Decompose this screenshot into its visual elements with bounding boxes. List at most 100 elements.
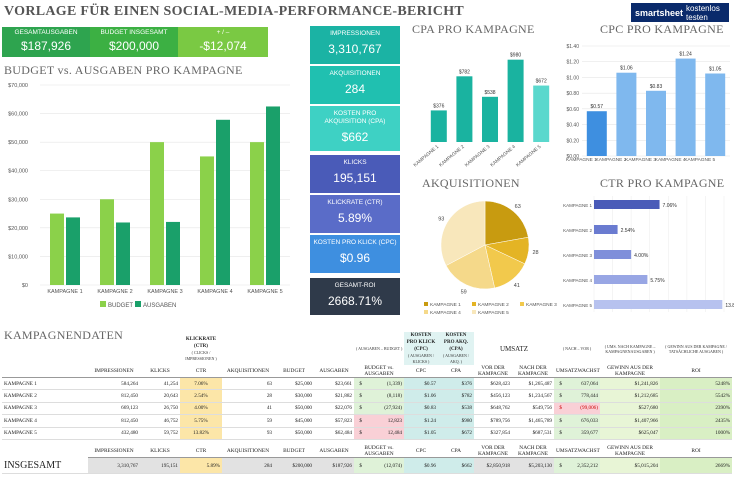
x-tick-label: KAMPAGNE 5 [684, 157, 715, 163]
table-cell: 63 [222, 377, 274, 391]
x-tick-label: KAMPAGNE 1 [47, 289, 82, 295]
table-cell: 432,480 [88, 427, 140, 440]
bar [533, 85, 550, 142]
table-cell: 12,823 [364, 414, 404, 428]
table-cell: $648,762 [474, 402, 512, 416]
total-cell: 195,151 [140, 457, 180, 475]
cpa-chart: $376 KAMPAGNE 1 $782 KAMPAGNE 2 $538 KAMPAGNE… [413, 53, 550, 169]
x-tick-label: KAMPAGNE 1 [413, 144, 441, 169]
total-cell: $5,203,130 [512, 457, 555, 475]
column-header: IMPRESSIONEN [88, 365, 140, 378]
table-cell: 637,064 [564, 377, 601, 391]
tile-label: KOSTEN PRO AKQUISITION (CPA) [324, 110, 386, 125]
table-cell: 2390% [660, 402, 733, 416]
column-header: BUDGET [274, 445, 314, 459]
table-cell: (1,339) [364, 377, 404, 391]
tile-value: 284 [344, 82, 366, 96]
table-cell: 778,444 [564, 389, 601, 403]
legend-label: KAMPAGNE 5 [478, 310, 509, 316]
x-tick-label: KAMPAGNE 2 [438, 144, 466, 169]
bar [646, 90, 666, 156]
kpi-label: BUDGET INSGESAMT [100, 29, 168, 36]
table-cell: $1.06 [404, 389, 438, 403]
table-cell: $22,076 [314, 402, 354, 416]
table-cell: 5542% [660, 389, 733, 403]
bar [675, 58, 696, 156]
kpi-card: GESAMTAUSGABEN $187,926 [2, 27, 90, 57]
bar-budget [250, 142, 264, 285]
smartsheet-logo[interactable]: smartsheet kostenlos testen [631, 3, 729, 22]
table-cell: 812,450 [88, 414, 140, 428]
x-tick-label: KAMPAGNE 1 [566, 157, 597, 163]
column-header: KLICKS [140, 445, 180, 459]
bar-ausgaben [166, 221, 180, 285]
legend-swatch [135, 301, 141, 307]
campaign-table-wrap: KLICKRATE (CTR)( CLICKS / IMPRESSIONEN )… [2, 332, 733, 475]
table-cell: $782 [438, 389, 474, 403]
data-label: $1.05 [709, 67, 722, 73]
table-cell: $0.57 [404, 377, 438, 391]
y-tick-label: $0 [22, 283, 28, 289]
y-tick-label: $50,000 [8, 140, 28, 146]
ctr-chart: KAMPAGNE 1 7.06% KAMPAGNE 2 2.54% KAMPAGNE 3… [563, 196, 734, 312]
table-cell: $1,407,966 [600, 414, 661, 428]
bar [594, 300, 723, 309]
total-cell: 5.89% [180, 457, 222, 475]
total-header-row: IMPRESSIONEN KLICKS CTR AKQUISITIONEN BUDGET… [2, 445, 733, 459]
cpa-chart-title: CPA PRO KAMPAGNE [412, 22, 535, 36]
column-header: BUDGET vs. AUSGABEN [354, 445, 404, 459]
table-cell: $0.83 [404, 402, 438, 416]
table-cell: $1.05 [404, 427, 438, 440]
bar-budget [150, 142, 164, 285]
blank-cell [2, 445, 88, 458]
column-header: AUSGABEN [314, 365, 354, 378]
tile-label: KLICKRATE (CTR) [327, 199, 383, 206]
kpi-label: + / – [216, 29, 230, 36]
metric-tile: KOSTEN PRO AKQUISITION (CPA) $662 [310, 106, 400, 151]
table-row: KAMPAGNE 2 812,450 20,643 2.54% 28 $30,000 $21… [2, 389, 733, 403]
tile-value: 3,310,767 [328, 42, 382, 56]
y-tick-label: $0.60 [566, 107, 579, 113]
budget-chart-title: BUDGET vs. AUSGABEN PRO KAMPAGNE [4, 63, 243, 77]
x-tick-label: KAMPAGNE 3 [464, 144, 492, 169]
table-cell: 812,450 [88, 389, 140, 403]
umsatz-header: UMSATZ [500, 344, 529, 353]
budget-note: ( AUSGABEN – BUDGET ) [356, 346, 403, 351]
data-label: $980 [510, 53, 521, 59]
legend-label: AUSGABEN [143, 303, 176, 309]
x-tick-label: KAMPAGNE 2 [596, 157, 627, 163]
column-header: GEWINN AUS DER KAMPAGNE [600, 365, 661, 378]
y-tick-label: KAMPAGNE 4 [563, 278, 592, 283]
table-cell: $45,000 [274, 414, 314, 428]
total-cell: (12,074) [364, 457, 404, 475]
cpc-chart-title: CPC PRO KAMPAGNE [600, 22, 724, 36]
bar-ausgaben [216, 119, 230, 285]
table-cell: 359,677 [564, 427, 601, 440]
y-tick-label: $1.00 [566, 75, 579, 81]
data-label: 7.06% [663, 203, 678, 209]
column-header: BUDGET [274, 365, 314, 378]
bar-budget [200, 156, 214, 285]
table-cell: 13.82% [180, 427, 222, 440]
budget-chart: $0 $10,000 $20,000 $30,000 $40,000 $50,000 $60… [8, 83, 290, 309]
table-cell: $1,234,567 [512, 389, 555, 403]
ctr-chart-title: CTR PRO KAMPAGNE [600, 176, 725, 190]
pie-slice [484, 200, 529, 246]
table-cell: $527,680 [600, 402, 661, 416]
bar [586, 111, 607, 156]
total-cell: 2669% [660, 457, 733, 475]
table-cell: KAMPAGNE 2 [2, 389, 88, 403]
legend-swatch [424, 302, 428, 306]
table-cell: $687,531 [512, 427, 555, 440]
y-tick-label: $10,000 [8, 254, 28, 260]
data-label: 13.82% [725, 303, 734, 309]
legend-swatch [100, 301, 106, 307]
table-row: KAMPAGNE 1 584,264 41,254 7.06% 63 $25,000 $23… [2, 377, 733, 391]
table-cell: 46,752 [140, 414, 180, 428]
total-cell: $662 [438, 457, 474, 475]
cpc-note: KOSTEN PRO KLICK (CPC)( AUSGABEN / KLICK… [404, 332, 438, 365]
akq-chart: 63 28 41 59 93 KAMPAGNE 1 KAMPAGNE 2 KAMPAGNE 3… [424, 200, 557, 316]
tile-value: $662 [341, 130, 369, 144]
column-header: IMPRESSIONEN [88, 445, 140, 459]
table-cell: (99,006) [564, 402, 601, 416]
